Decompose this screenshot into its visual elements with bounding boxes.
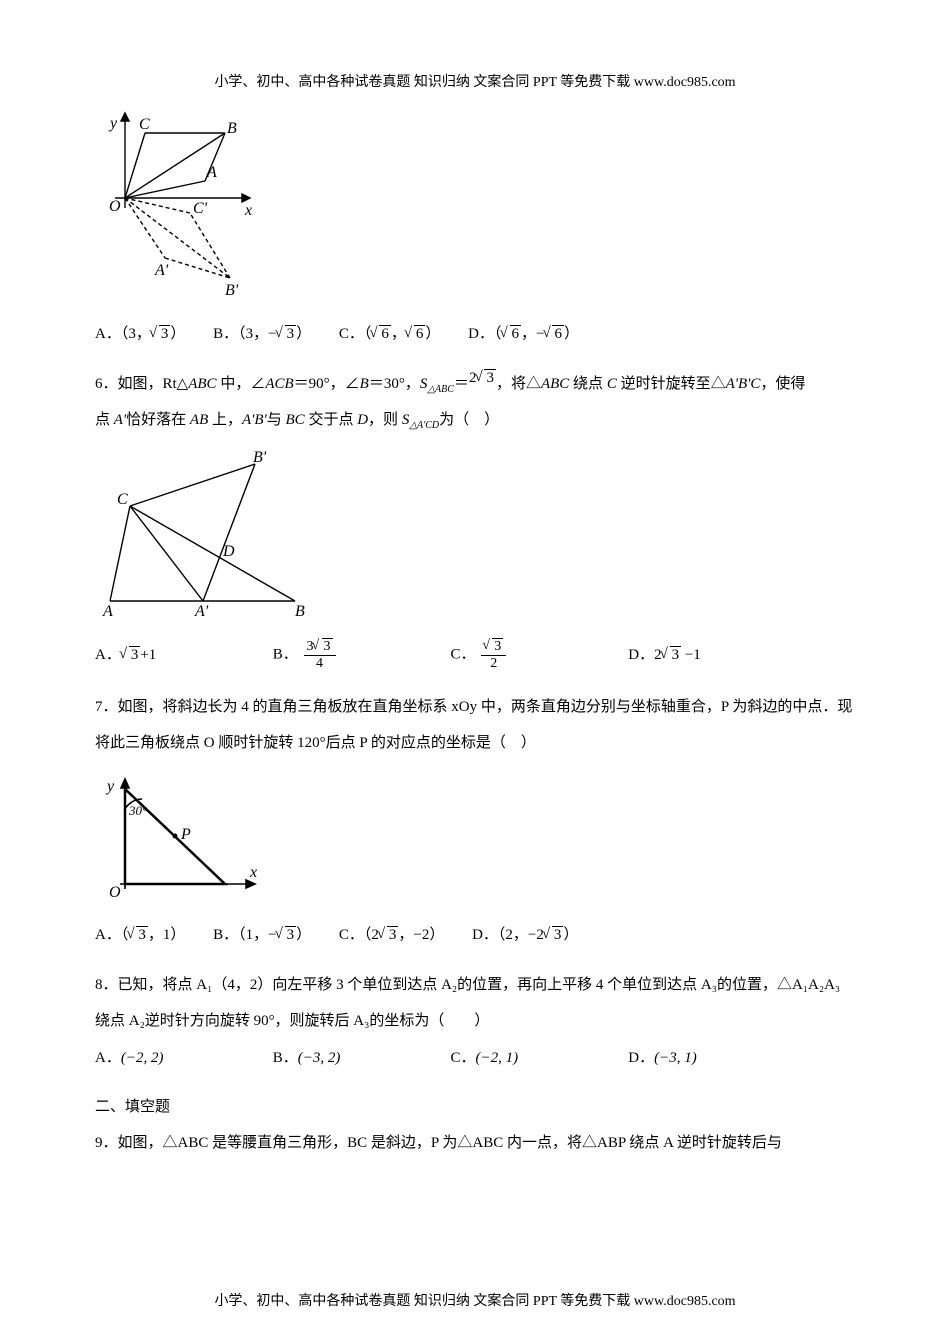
q7-options: A．（3，1） B．（1，−3） C．（23，−2） D．（2，−23） xyxy=(95,922,855,949)
q6-text: 6．如图，Rt△ABC 中，∠ACB＝90°，∠B＝30°，S△ABC＝23，将… xyxy=(95,366,855,438)
q5-figure: y x O C B A C' A' B' xyxy=(95,103,855,313)
svg-text:A': A' xyxy=(194,603,209,620)
svg-text:O: O xyxy=(109,884,121,901)
q7-text: 7．如图，将斜边长为 4 的直角三角板放在直角坐标系 xOy 中，两条直角边分别… xyxy=(95,689,855,761)
q8-opt-a: A．(−2, 2) xyxy=(95,1045,245,1072)
svg-text:C': C' xyxy=(193,200,208,217)
q8-opt-c: C．(−2, 1) xyxy=(451,1045,601,1072)
q9-text: 9．如图，△ABC 是等腰直角三角形，BC 是斜边，P 为△ABC 内一点，将△… xyxy=(95,1125,855,1161)
q8-opt-d: D．(−3, 1) xyxy=(628,1045,778,1072)
page: 小学、初中、高中各种试卷真题 知识归纳 文案合同 PPT 等免费下载 www.d… xyxy=(0,0,950,1344)
svg-text:30°: 30° xyxy=(128,803,147,818)
page-footer: 小学、初中、高中各种试卷真题 知识归纳 文案合同 PPT 等免费下载 www.d… xyxy=(0,1289,950,1314)
svg-text:y: y xyxy=(105,778,115,795)
q7-opt-a: A．（3，1） xyxy=(95,922,185,949)
q8-text: 8．已知，将点 A₁（4，2）向左平移 3 个单位到达点 A₂的位置，再向上平移… xyxy=(95,967,855,1039)
svg-text:A': A' xyxy=(154,262,169,279)
svg-text:y: y xyxy=(108,115,118,132)
svg-text:B': B' xyxy=(253,449,267,466)
q5-opt-a: A．（3，3） xyxy=(95,321,185,348)
q7-opt-c: C．（23，−2） xyxy=(339,922,444,949)
svg-text:C: C xyxy=(117,491,128,508)
svg-text:C: C xyxy=(139,116,150,133)
q8-opt-b: B．(−3, 2) xyxy=(273,1045,423,1072)
q6-opt-d: D．23 −1 xyxy=(628,642,778,669)
svg-text:B': B' xyxy=(225,282,239,299)
q6-opt-b: B． 33 4 xyxy=(273,639,423,671)
q5-opt-c: C．（6，6） xyxy=(339,321,441,348)
q7-opt-d: D．（2，−23） xyxy=(472,922,578,949)
q5-opt-b: B．（3，−3） xyxy=(213,321,311,348)
svg-text:x: x xyxy=(244,202,252,219)
q7-opt-b: B．（1，−3） xyxy=(213,922,311,949)
svg-text:x: x xyxy=(249,864,257,881)
page-header: 小学、初中、高中各种试卷真题 知识归纳 文案合同 PPT 等免费下载 www.d… xyxy=(95,70,855,95)
svg-text:O: O xyxy=(109,198,121,215)
q7-figure: y x O P 30° xyxy=(95,769,855,914)
q8-options: A．(−2, 2) B．(−3, 2) C．(−2, 1) D．(−3, 1) xyxy=(95,1045,855,1072)
q6-opt-a: A．3+1 xyxy=(95,642,245,669)
svg-text:A: A xyxy=(102,603,113,620)
svg-text:B: B xyxy=(295,603,305,620)
svg-text:B: B xyxy=(227,120,237,137)
svg-text:A: A xyxy=(206,164,217,181)
q6-options: A．3+1 B． 33 4 C． 3 2 D．23 −1 xyxy=(95,639,855,671)
svg-text:P: P xyxy=(180,826,191,843)
q5-opt-d: D．（6，−6） xyxy=(468,321,579,348)
svg-text:D: D xyxy=(222,543,235,560)
q5-options: A．（3，3） B．（3，−3） C．（6，6） D．（6，−6） xyxy=(95,321,855,348)
q6-opt-c: C． 3 2 xyxy=(451,639,601,671)
section-2-title: 二、填空题 xyxy=(95,1094,855,1121)
q6-figure: A A' B B' C D xyxy=(95,446,855,631)
